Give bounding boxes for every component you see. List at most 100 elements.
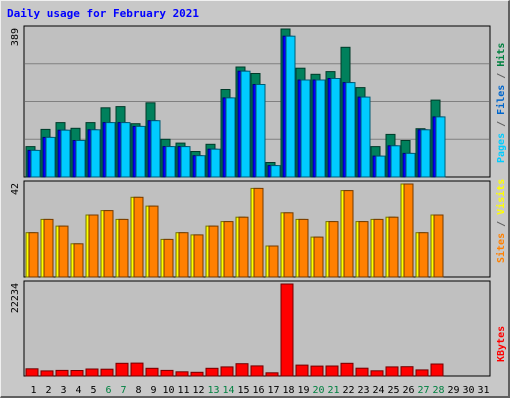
x-tick-label-day-13: 13 — [207, 385, 219, 396]
bar-sites-day-22 — [343, 190, 354, 278]
bar-sites-day-26 — [403, 183, 414, 278]
bar-kbytes-day-16 — [250, 365, 264, 377]
bar-sites-day-4 — [73, 243, 84, 278]
legend-label-part: KBytes — [496, 326, 507, 362]
bar-pages-day-3 — [60, 129, 71, 178]
bar-sites-day-6 — [103, 210, 114, 278]
bar-sites-day-2 — [43, 218, 54, 278]
legend-label-part: / — [496, 67, 507, 85]
bar-pages-day-8 — [135, 125, 146, 178]
legend-label-part: Visits — [495, 179, 507, 215]
x-tick-label-day-28: 28 — [432, 385, 444, 396]
bar-pages-day-22 — [345, 82, 356, 178]
bar-kbytes-day-18 — [280, 283, 294, 377]
bar-sites-day-16 — [253, 187, 264, 278]
legend-label-part: Hits — [495, 43, 507, 67]
bar-kbytes-day-9 — [145, 367, 159, 377]
bar-sites-day-27 — [418, 232, 429, 278]
bar-sites-day-9 — [148, 205, 159, 278]
bar-pages-day-5 — [90, 129, 101, 178]
legend-label-part: Files — [495, 85, 507, 115]
x-tick-label-day-7: 7 — [120, 385, 126, 396]
x-tick-label-day-16: 16 — [252, 385, 264, 396]
x-tick-label-day-1: 1 — [30, 385, 36, 396]
x-tick-label-day-21: 21 — [327, 385, 339, 396]
bar-sites-day-13 — [208, 225, 219, 278]
bar-kbytes-day-7 — [115, 362, 129, 377]
bar-kbytes-day-5 — [85, 368, 99, 377]
x-tick-label-day-29: 29 — [447, 385, 459, 396]
x-tick-label-day-9: 9 — [150, 385, 156, 396]
legend-label-part: Pages — [496, 133, 507, 163]
y-max-label-hits-files-pages: 389 — [10, 28, 21, 46]
bar-pages-day-16 — [255, 84, 266, 178]
bar-pages-day-6 — [105, 122, 116, 178]
bar-pages-day-25 — [390, 145, 401, 178]
bar-pages-day-19 — [300, 79, 311, 178]
bar-kbytes-day-24 — [370, 370, 384, 377]
legend-label-part: / — [496, 215, 507, 233]
x-tick-label-day-19: 19 — [297, 385, 309, 396]
bar-sites-day-10 — [163, 238, 174, 278]
bar-sites-day-11 — [178, 232, 189, 278]
bar-pages-day-17 — [270, 165, 281, 178]
bar-kbytes-day-2 — [40, 370, 54, 377]
legend-label-part: / — [496, 115, 507, 133]
bar-sites-day-21 — [328, 221, 339, 278]
bar-sites-day-7 — [118, 218, 129, 278]
bar-sites-day-14 — [223, 221, 234, 278]
legend-label-kbytes: KBytes — [496, 326, 507, 362]
legend-label-hits-files-pages: Pages / Files / Hits — [495, 43, 507, 163]
bar-kbytes-day-19 — [295, 364, 309, 377]
x-tick-label-day-27: 27 — [417, 385, 429, 396]
bar-kbytes-day-14 — [220, 366, 234, 377]
bar-sites-day-24 — [373, 218, 384, 278]
bar-kbytes-day-12 — [190, 371, 204, 377]
x-tick-label-day-25: 25 — [387, 385, 399, 396]
x-tick-label-day-4: 4 — [75, 385, 81, 396]
x-tick-label-day-6: 6 — [105, 385, 111, 396]
bar-pages-day-10 — [165, 146, 176, 178]
bar-sites-day-15 — [238, 216, 249, 278]
legend-label-part: Sites — [495, 233, 507, 263]
x-tick-label-day-11: 11 — [177, 385, 189, 396]
x-tick-label-day-10: 10 — [162, 385, 174, 396]
bar-kbytes-day-26 — [400, 366, 414, 377]
bar-kbytes-day-10 — [160, 369, 174, 377]
bar-pages-day-9 — [150, 120, 161, 178]
x-tick-label-day-24: 24 — [372, 385, 384, 396]
bar-pages-day-7 — [120, 122, 131, 178]
bar-kbytes-day-15 — [235, 363, 249, 377]
bar-pages-day-12 — [195, 155, 206, 178]
plot-area-kbytes — [23, 280, 491, 377]
x-tick-label-day-23: 23 — [357, 385, 369, 396]
bar-pages-day-15 — [240, 70, 251, 178]
x-tick-label-day-31: 31 — [477, 385, 489, 396]
legend-label-visits-sites: Sites / Visits — [495, 179, 507, 263]
x-tick-label-day-12: 12 — [192, 385, 204, 396]
bar-sites-day-18 — [283, 212, 294, 278]
x-tick-label-day-8: 8 — [135, 385, 141, 396]
x-tick-label-day-3: 3 — [60, 385, 66, 396]
bar-kbytes-day-4 — [70, 370, 84, 377]
bar-kbytes-day-17 — [265, 372, 279, 377]
bar-sites-day-1 — [28, 232, 39, 278]
bar-pages-day-26 — [405, 152, 416, 178]
bar-sites-day-25 — [388, 216, 399, 278]
bar-sites-day-5 — [88, 214, 99, 278]
x-tick-label-day-30: 30 — [462, 385, 474, 396]
bar-kbytes-day-28 — [430, 363, 444, 377]
bar-pages-day-28 — [435, 116, 446, 178]
x-tick-label-day-22: 22 — [342, 385, 354, 396]
bar-pages-day-21 — [330, 78, 341, 178]
x-tick-label-day-26: 26 — [402, 385, 414, 396]
x-tick-label-day-15: 15 — [237, 385, 249, 396]
bar-sites-day-8 — [133, 196, 144, 278]
bar-kbytes-day-21 — [325, 365, 339, 377]
bar-kbytes-day-23 — [355, 367, 369, 377]
bar-pages-day-23 — [360, 96, 371, 178]
x-tick-label-day-20: 20 — [312, 385, 324, 396]
bar-sites-day-17 — [268, 245, 279, 278]
bar-sites-day-12 — [193, 234, 204, 278]
